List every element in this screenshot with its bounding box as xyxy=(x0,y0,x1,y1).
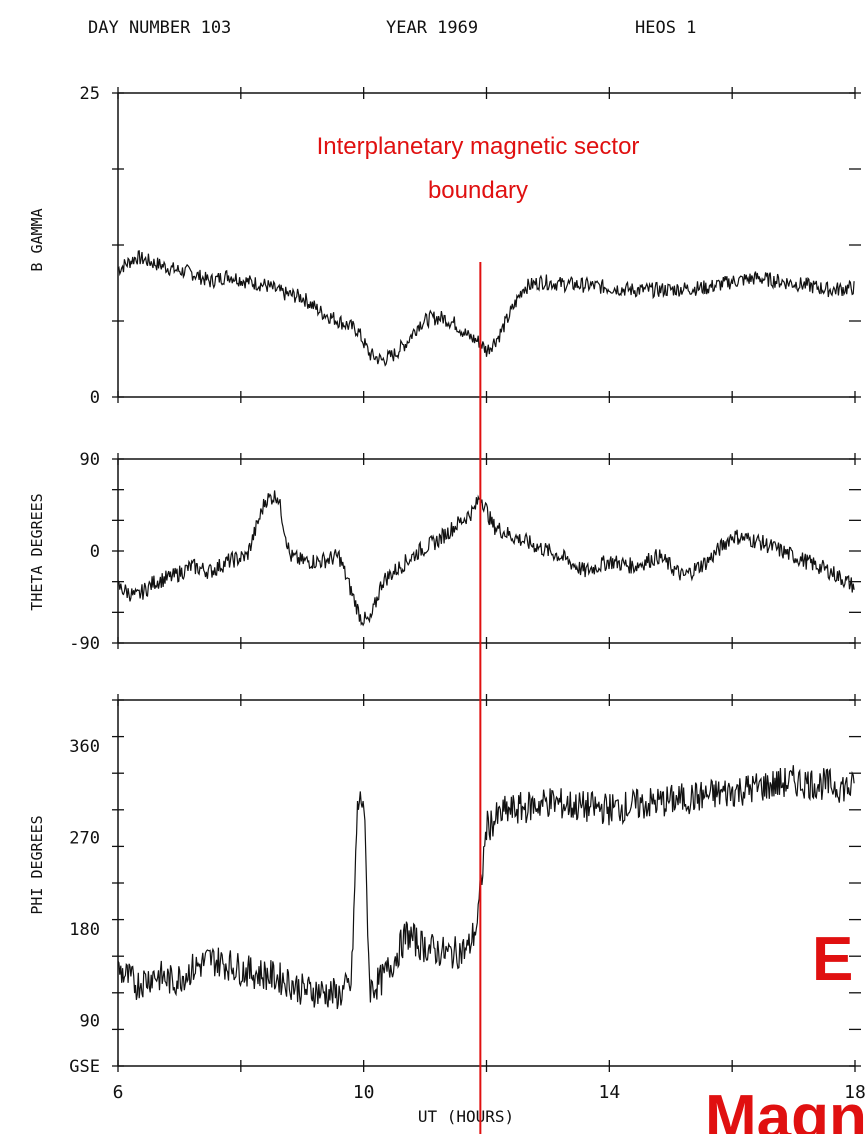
y-tick-label: 0 xyxy=(90,388,100,408)
y-axis-label-theta: THETA DEGREES xyxy=(28,493,46,610)
overlay-text-fragment-1: E xyxy=(812,925,853,994)
x-tick-label: 10 xyxy=(353,1082,375,1103)
y-tick-label: 0 xyxy=(90,542,100,562)
y-tick-label: 90 xyxy=(80,1011,100,1031)
series-line xyxy=(117,250,855,367)
y-axis-label-phi: PHI DEGREES xyxy=(28,815,46,914)
y-tick-label: 25 xyxy=(80,84,100,104)
year-label: YEAR 1969 xyxy=(386,18,478,38)
x-tick-label: 18 xyxy=(844,1082,865,1103)
panel-b-gamma: 25 0 xyxy=(80,84,861,408)
y-tick-label: 180 xyxy=(69,920,100,940)
series-line xyxy=(117,765,855,1010)
annotation-line-1: Interplanetary magnetic sector xyxy=(317,133,640,160)
mission-label: HEOS 1 xyxy=(635,18,696,38)
series-line xyxy=(117,490,855,627)
annotation-line-2: boundary xyxy=(428,177,528,204)
y-axis-label-b-gamma: B GAMMA xyxy=(28,208,46,271)
y-tick-label: 90 xyxy=(80,450,100,470)
y-tick-label: 270 xyxy=(69,828,100,848)
x-axis-label: UT (HOURS) xyxy=(418,1107,514,1126)
x-tick-label: 6 xyxy=(113,1082,124,1103)
x-tick-label: 14 xyxy=(598,1082,620,1103)
y-tick-label: GSE xyxy=(69,1057,100,1077)
panel-theta: 90 0 -90 xyxy=(69,450,861,654)
y-tick-label: -90 xyxy=(69,634,100,654)
y-tick-label: 360 xyxy=(69,737,100,757)
day-number-label: DAY NUMBER 103 xyxy=(88,18,231,38)
panel-phi: 360 270 180 90 GSE 6 10 14 18 xyxy=(69,694,865,1103)
overlay-text-fragment-2: Magn xyxy=(705,1083,865,1134)
